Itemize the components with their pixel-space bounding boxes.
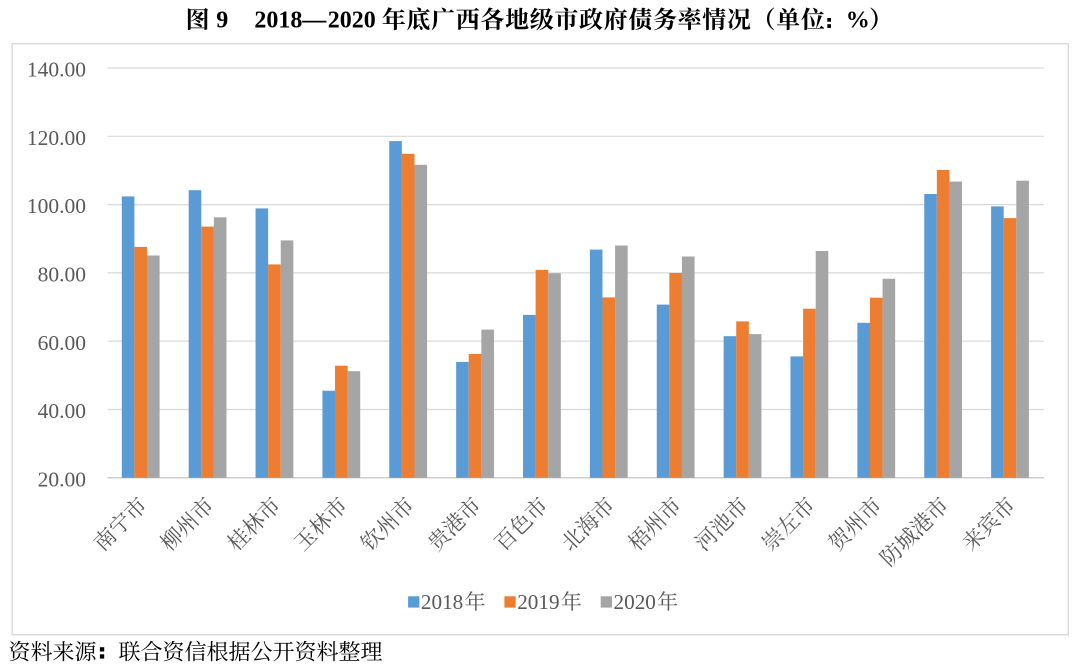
svg-text:9: 9 bbox=[216, 7, 228, 33]
svg-text:140.00: 140.00 bbox=[27, 58, 86, 82]
svg-text:20.00: 20.00 bbox=[38, 467, 86, 491]
svg-text:120.00: 120.00 bbox=[27, 126, 86, 150]
svg-text:2018: 2018 bbox=[254, 7, 302, 33]
svg-text:40.00: 40.00 bbox=[38, 399, 86, 423]
svg-text:2020: 2020 bbox=[328, 7, 376, 33]
svg-text:100.00: 100.00 bbox=[27, 194, 86, 218]
svg-text:2019: 2019 bbox=[517, 590, 559, 614]
svg-text:%: % bbox=[846, 7, 870, 33]
svg-text:2018: 2018 bbox=[421, 590, 463, 614]
svg-text:60.00: 60.00 bbox=[38, 331, 86, 355]
svg-text:—: — bbox=[301, 7, 327, 33]
svg-text:2020: 2020 bbox=[614, 590, 656, 614]
svg-text:80.00: 80.00 bbox=[38, 263, 86, 287]
